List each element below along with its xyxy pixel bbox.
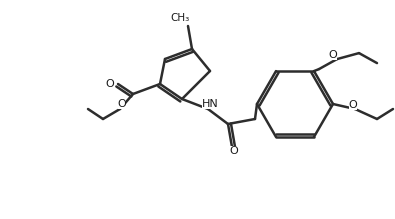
Text: O: O [349,100,357,110]
Text: HN: HN [201,99,218,109]
Text: O: O [105,79,115,89]
Text: O: O [118,99,126,109]
Text: O: O [229,146,238,156]
Text: O: O [329,50,337,60]
Text: CH₃: CH₃ [170,13,190,23]
